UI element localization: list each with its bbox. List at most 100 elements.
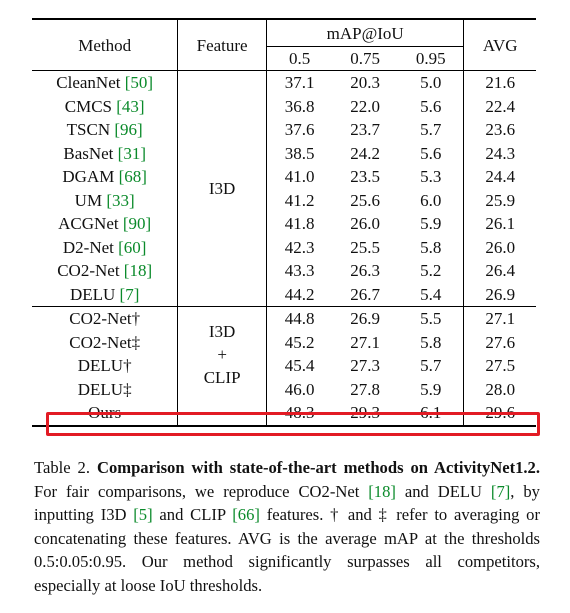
method-cell: TSCN [96] [32, 118, 179, 142]
method-name: ACGNet [58, 214, 119, 234]
value-avg: 23.6 [485, 120, 516, 140]
citation-number[interactable]: 50 [130, 73, 148, 93]
citation-number[interactable]: 33 [112, 190, 129, 210]
table-row: CO2-Net‡ 45.2 27.1 5.8 27.6 [32, 330, 536, 354]
header-feature: Feature [177, 19, 267, 71]
value-map-075: 26.9 [350, 309, 381, 329]
header-threshold-05: 0.5 [289, 49, 311, 68]
citation-number[interactable]: 96 [120, 120, 138, 140]
method-cell: ACGNet [90] [32, 212, 179, 236]
value-avg: 24.4 [485, 167, 516, 187]
table-row: DELU‡ 46.0 27.8 5.9 28.0 [32, 377, 536, 401]
feature-line: + [217, 344, 227, 364]
caption-text-4: and CLIP [159, 505, 226, 524]
citation-link[interactable]: [33] [106, 190, 135, 210]
value-map-05: 45.2 [284, 332, 315, 352]
header-map-iou: mAP@IoU [266, 19, 465, 47]
feature-cell-i3d: I3D [177, 70, 267, 307]
table-row: BasNet [31] 38.5 24.2 5.6 24.3 [32, 141, 536, 165]
value-avg: 21.6 [485, 73, 516, 93]
method-cell: CleanNet [50] [32, 70, 179, 95]
value-avg: 25.9 [485, 190, 516, 210]
citation-link[interactable]: [50] [124, 73, 154, 93]
value-map-075: 22.0 [350, 96, 381, 116]
value-map-05: 41.2 [284, 190, 315, 210]
citation-link[interactable]: [18] [123, 261, 153, 281]
citation-number[interactable]: 43 [121, 96, 139, 116]
table-row: CleanNet [50] I3D 37.1 20.3 5.0 21.6 [32, 70, 536, 307]
method-name: CO2-Net [57, 261, 120, 281]
method-name: DGAM [62, 167, 115, 187]
caption-text-2: and DELU [404, 481, 482, 501]
caption-citation-link[interactable]: [18] [368, 481, 396, 501]
value-map-095: 5.7 [397, 118, 465, 142]
value-map-075: 27.8 [350, 379, 381, 399]
value-avg: 26.0 [485, 237, 516, 257]
caption-text-3: , by inputting I3D [34, 481, 540, 525]
header-method: Method [32, 19, 179, 71]
feature-line: CLIP [203, 367, 241, 387]
caption-text-5: features. † and ‡ refer to averaging or … [34, 505, 541, 595]
value-avg: 22.4 [485, 96, 516, 116]
method-cell: CMCS [43] [32, 94, 179, 118]
value-map-095: 5.9 [397, 377, 465, 401]
value-map-075: 23.5 [350, 167, 381, 187]
results-table-container: Method Feature mAP@IoU AVG 0.5 0.75 0.95… [32, 18, 536, 427]
feature-cell-i3d-clip: I3D + CLIP [177, 306, 267, 401]
citation-link[interactable]: [43] [116, 96, 145, 116]
table-caption: Table 2. Comparison with state-of-the-ar… [34, 456, 540, 597]
method-name: UM [74, 190, 103, 210]
citation-number[interactable]: 68 [124, 167, 142, 187]
citation-number[interactable]: 18 [129, 261, 147, 281]
table-group-i3d: CleanNet [50] I3D 37.1 20.3 5.0 21.6 CMCS [43]… [32, 70, 536, 307]
citation-link[interactable]: [90] [122, 214, 152, 234]
value-map-075: 27.3 [350, 356, 381, 376]
value-avg: 26.4 [485, 261, 516, 281]
method-name: TSCN [66, 120, 111, 140]
caption-citation-link[interactable]: [66] [232, 505, 260, 524]
method-name: D2-Net [62, 237, 114, 257]
citation-link[interactable]: [31] [117, 143, 146, 163]
caption-text-1: For fair comparisons, we reproduce CO2-N… [34, 481, 360, 501]
value-map-075: 20.3 [350, 73, 381, 93]
method-cell: DGAM [68] [32, 165, 179, 189]
caption-citation-link[interactable]: [5] [133, 505, 153, 524]
method-cell: DELU [7] [32, 282, 179, 307]
table-row: CMCS [43] 36.8 22.0 5.6 22.4 [32, 94, 536, 118]
value-map-05: 42.3 [284, 237, 315, 257]
value-avg: 28.0 [485, 379, 516, 399]
value-map-095: 5.5 [397, 306, 465, 331]
method-name: BasNet [63, 143, 114, 163]
caption-label: Table 2. [34, 458, 91, 477]
ours-row-highlight-box [46, 412, 540, 436]
citation-link[interactable]: [7] [119, 284, 140, 304]
citation-number[interactable]: 60 [123, 237, 141, 257]
citation-link[interactable]: [68] [118, 167, 147, 187]
citation-number[interactable]: 31 [123, 143, 141, 163]
citation-link[interactable]: [60] [118, 237, 147, 257]
table-row: DELU [7] 44.2 26.7 5.4 26.9 [32, 282, 536, 307]
header-avg: AVG [482, 35, 518, 55]
method-cell: UM [33] [32, 188, 179, 212]
table-group-i3d-clip: CO2-Net† I3D + CLIP 44.8 26.9 5.5 27.1 CO2-Net‡ 4… [32, 306, 536, 426]
caption-citation-link[interactable]: [7] [490, 481, 511, 501]
table-row: CO2-Net† I3D + CLIP 44.8 26.9 5.5 27.1 [32, 306, 536, 401]
value-map-05: 36.8 [284, 96, 315, 116]
value-map-05: 44.2 [284, 284, 315, 304]
table-row: TSCN [96] 37.6 23.7 5.7 23.6 [32, 118, 536, 142]
value-map-075: 26.3 [350, 261, 381, 281]
value-map-095: 5.6 [397, 141, 465, 165]
citation-link[interactable]: [96] [114, 120, 143, 140]
feature-line: I3D [208, 321, 236, 341]
value-map-05: 45.4 [284, 356, 315, 376]
method-name: CleanNet [56, 73, 121, 93]
method-name: DELU‡ [32, 377, 179, 401]
citation-number[interactable]: 90 [128, 214, 146, 234]
value-map-095: 5.9 [397, 212, 465, 236]
value-map-05: 43.3 [284, 261, 315, 281]
method-name: CO2-Net† [32, 306, 179, 331]
value-map-05: 37.6 [284, 120, 315, 140]
table-row: CO2-Net [18] 43.3 26.3 5.2 26.4 [32, 259, 536, 283]
method-cell: CO2-Net [18] [32, 259, 179, 283]
citation-number[interactable]: 7 [125, 284, 134, 304]
